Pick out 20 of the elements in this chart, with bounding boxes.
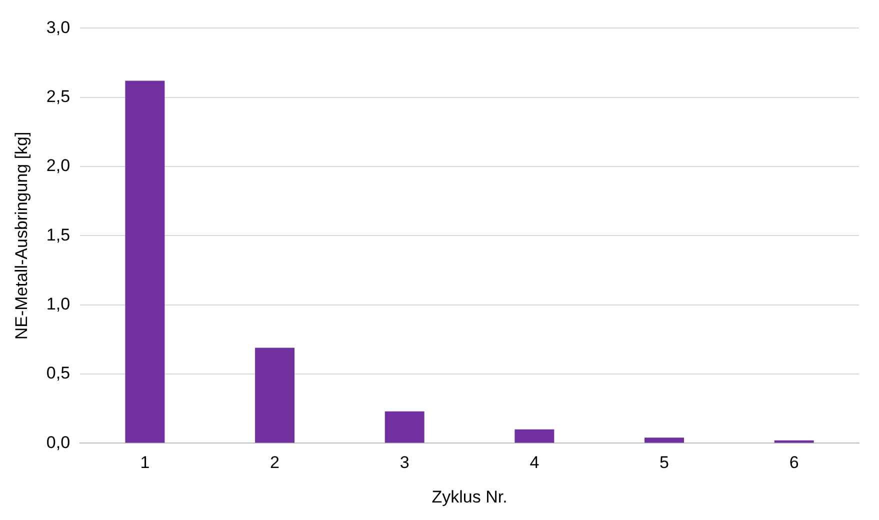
x-tick-label: 1 bbox=[140, 453, 150, 472]
x-tick-label: 6 bbox=[789, 453, 799, 472]
y-tick-label: 1,5 bbox=[46, 225, 70, 244]
bar bbox=[255, 348, 295, 443]
y-axis-title: NE-Metall-Ausbringung [kg] bbox=[12, 132, 31, 340]
x-tick-label: 5 bbox=[660, 453, 669, 472]
bar bbox=[125, 80, 165, 443]
x-axis-title: Zyklus Nr. bbox=[432, 487, 508, 506]
x-tick-label: 2 bbox=[270, 453, 280, 472]
bar bbox=[384, 411, 424, 443]
x-tick-label: 3 bbox=[400, 453, 410, 472]
y-tick-label: 2,5 bbox=[46, 87, 70, 106]
y-tick-label: 0,5 bbox=[46, 364, 70, 383]
x-tick-label: 4 bbox=[530, 453, 540, 472]
y-tick-label: 3,0 bbox=[46, 18, 70, 37]
y-tick-label: 1,0 bbox=[46, 294, 70, 314]
bar bbox=[644, 438, 684, 443]
bar bbox=[514, 429, 554, 443]
y-tick-label: 0,0 bbox=[46, 432, 70, 452]
y-tick-label: 2,0 bbox=[46, 156, 70, 176]
